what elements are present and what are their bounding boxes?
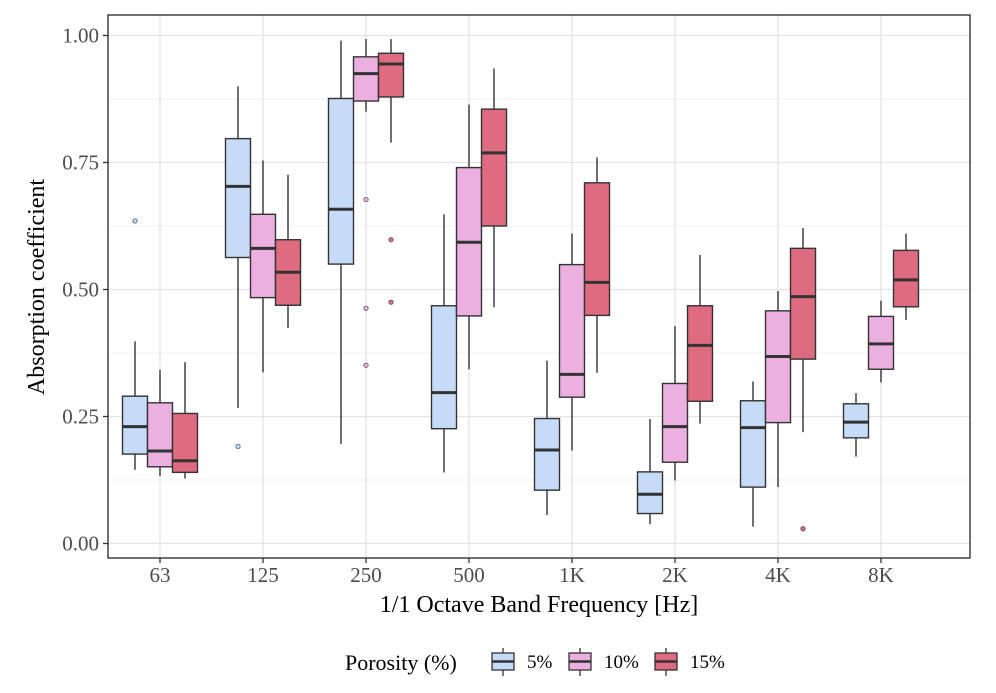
x-axis: 63 125 250 500 1K 2K 4K 8K (150, 558, 894, 587)
legend-title: Porosity (%) (345, 650, 457, 675)
box-5%-2K (636, 419, 664, 525)
box-body (764, 310, 792, 424)
legend: Porosity (%) 5% 10% 15% (345, 648, 725, 676)
box-10%-250 (352, 39, 380, 368)
box-body (249, 213, 277, 299)
legend-label: 10% (604, 652, 639, 673)
outlier-point (363, 196, 369, 203)
box-body (558, 263, 586, 398)
y-tick-label: 0.25 (62, 405, 99, 429)
outlier-point (132, 218, 138, 224)
legend-label: 15% (690, 652, 725, 673)
box-body (533, 417, 561, 491)
boxes (121, 39, 920, 532)
box-10%-8K (867, 300, 895, 383)
y-tick-label: 0.50 (62, 278, 99, 302)
box-10%-125 (249, 160, 277, 373)
legend-label: 5% (527, 652, 553, 673)
box-body (121, 395, 149, 455)
box-body (480, 108, 508, 227)
box-body (789, 247, 817, 360)
box-5%-500 (430, 214, 458, 473)
x-tick-label: 125 (247, 563, 279, 587)
box-10%-1K (558, 233, 586, 451)
box-15%-250 (377, 39, 405, 305)
box-10%-500 (455, 104, 483, 370)
legend-key-10% (568, 648, 592, 676)
box-15%-4K (789, 228, 817, 532)
box-5%-250 (327, 40, 355, 444)
box-15%-63 (171, 362, 199, 479)
y-tick-label: 0.00 (62, 532, 99, 556)
box-15%-8K (892, 233, 920, 320)
box-15%-500 (480, 68, 508, 308)
outlier-point (363, 362, 369, 368)
x-tick-label: 8K (868, 563, 894, 587)
box-15%-125 (274, 174, 302, 329)
x-tick-label: 500 (453, 563, 485, 587)
outlier-point (235, 443, 241, 450)
y-tick-label: 0.75 (62, 151, 99, 175)
y-tick-label: 1.00 (62, 24, 99, 48)
x-axis-title: 1/1 Octave Band Frequency [Hz] (380, 592, 699, 618)
box-5%-1K (533, 360, 561, 516)
x-tick-label: 4K (765, 563, 791, 587)
box-body (171, 412, 199, 474)
box-body (377, 52, 405, 98)
x-tick-label: 1K (559, 563, 585, 587)
box-body (739, 400, 767, 488)
box-15%-2K (686, 254, 714, 424)
x-tick-label: 63 (150, 563, 171, 587)
y-axis: 0.00 0.25 0.50 0.75 1.00 (62, 24, 108, 556)
outlier-point (388, 299, 394, 305)
box-5%-4K (739, 381, 767, 527)
x-tick-label: 250 (350, 563, 382, 587)
box-10%-63 (146, 369, 174, 476)
outlier-point (388, 237, 394, 243)
plot-panel-border (107, 14, 971, 559)
box-body (636, 471, 664, 515)
outlier-point (363, 305, 369, 311)
box-10%-2K (661, 326, 689, 481)
box-15%-1K (583, 157, 611, 373)
x-tick-label: 2K (662, 563, 688, 587)
box-10%-4K (764, 291, 792, 488)
box-5%-125 (224, 86, 252, 450)
legend-key-5% (491, 648, 515, 676)
box-5%-8K (842, 393, 870, 457)
box-body (430, 305, 458, 430)
box-body (661, 382, 689, 463)
legend-key-15% (654, 648, 678, 676)
y-axis-title: Absorption coefficient (24, 179, 50, 395)
box-body (224, 137, 252, 259)
box-body (583, 182, 611, 317)
box-body (686, 305, 714, 402)
box-body (146, 402, 174, 468)
outlier-point (800, 526, 806, 532)
box-body (327, 97, 355, 265)
box-body (352, 56, 380, 102)
box-5%-63 (121, 218, 149, 470)
